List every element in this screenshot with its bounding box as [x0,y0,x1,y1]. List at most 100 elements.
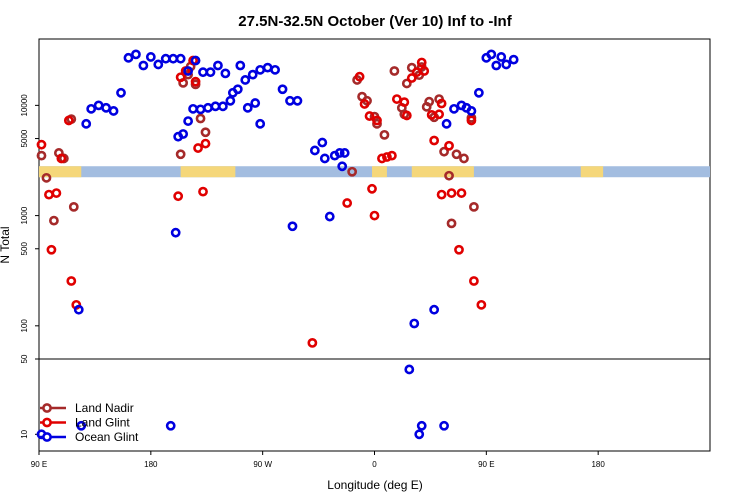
data-point [473,87,484,98]
x-tick-label: 90 E [478,460,494,469]
data-point [339,148,350,158]
data-point [213,60,223,71]
data-point [287,221,298,232]
data-point [354,71,365,82]
data-point [175,53,186,64]
data-point [195,113,206,124]
data-point [101,102,111,113]
data-point [86,103,97,114]
data-point [285,95,295,106]
data-point [247,69,258,80]
x-tick-label: 90 W [253,460,272,469]
data-point [469,201,479,212]
data-point [451,149,462,160]
data-point [63,115,74,126]
data-point [205,67,216,78]
data-point [108,106,119,116]
data-point [175,72,186,83]
data-point [347,166,358,177]
data-point [220,68,231,79]
data-point [210,101,221,112]
data-point [446,218,457,229]
data-point [486,49,497,60]
x-tick-label: 180 [144,460,158,469]
data-point [292,95,303,106]
data-point [198,67,208,78]
plot-border [38,38,711,452]
data-point [444,170,454,181]
data-point [235,60,246,71]
data-point [501,59,512,70]
data-point [389,66,400,76]
data-point [382,152,392,162]
plot-frame [38,38,711,452]
legend-label: Land Glint [75,416,130,430]
data-point [195,104,206,115]
data-point [270,64,280,75]
data-point [46,244,57,255]
data-point [240,75,251,85]
data-point [419,66,430,76]
x-axis: 90 E 180 90 W 0 90 E 180 [31,451,605,469]
data-point [190,55,201,66]
y-axis-label: N Total [0,226,12,263]
data-point [436,189,447,200]
data-point [175,149,186,160]
data-point [131,49,141,60]
data-point [469,276,479,286]
data-point [404,364,415,375]
data-point [36,150,47,161]
land-segment [580,166,604,178]
data-point [183,116,194,126]
y-tick-label: 500 [20,242,29,256]
series-land-nadir [36,61,479,229]
y-tick-label: 5000 [20,129,29,147]
data-point [379,129,390,140]
data-point [466,106,477,116]
data-point [277,84,288,95]
data-point [178,129,189,139]
data-points [36,49,519,440]
data-point [367,183,377,194]
data-point [386,150,397,161]
data-point [250,98,261,108]
y-tick-label: 50 [20,354,29,363]
data-point [203,102,213,113]
data-point [51,188,62,198]
data-point [401,110,412,121]
legend-label: Land Nadir [75,401,134,415]
data-point [364,111,375,121]
data-point [242,102,253,113]
data-point [508,54,519,65]
legend-marker [42,403,52,413]
data-point [307,337,318,348]
data-point [165,420,176,431]
data-point [369,210,380,221]
series-ocean-glint [36,49,519,440]
data-point [255,118,266,129]
land-segment [39,166,82,178]
data-point [255,64,266,75]
x-axis-label: Longitude (deg E) [327,478,422,492]
legend-label: Ocean Glint [75,430,139,444]
data-point [200,138,211,149]
data-point [190,76,201,87]
data-point [372,115,382,126]
y-tick-label: 1000 [20,206,29,224]
data-point [81,118,92,129]
x-tick-label: 180 [591,460,605,469]
data-point [41,172,52,183]
data-point [173,191,184,202]
data-point [44,189,54,200]
data-point [429,304,440,315]
data-point [391,94,402,104]
data-point [56,153,67,164]
land-segment [411,166,474,178]
data-point [145,52,156,62]
data-point [324,211,335,222]
data-point [198,186,208,197]
data-point [414,429,425,440]
data-point [337,161,348,172]
data-point [138,60,149,71]
